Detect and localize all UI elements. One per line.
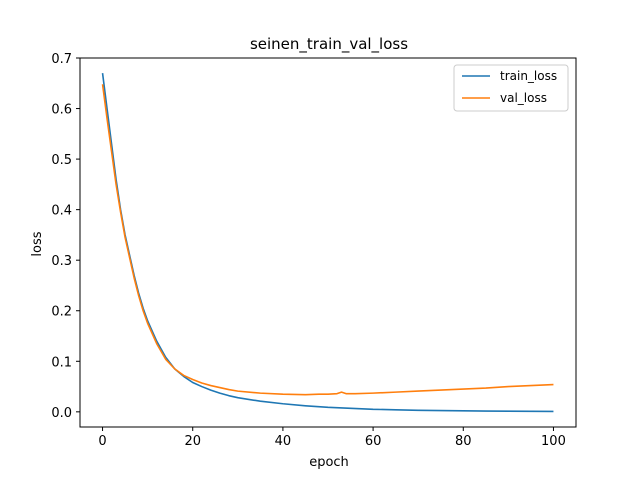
- y-tick-label: 0.0: [51, 406, 72, 421]
- x-tick-label: 20: [184, 434, 201, 449]
- series-line-val_loss: [101, 84, 554, 396]
- axes-frame: [79, 57, 577, 428]
- legend-label-train_loss: train_loss: [500, 69, 557, 83]
- x-tick-label: 60: [365, 434, 382, 449]
- x-tick-label: 80: [455, 434, 472, 449]
- y-tick-label: 0.4: [51, 204, 72, 219]
- x-tick-label: 100: [541, 434, 566, 449]
- y-axis-label: loss: [30, 231, 45, 256]
- y-tick-label: 0.2: [51, 305, 72, 320]
- y-tick-label: 0.7: [51, 52, 72, 67]
- y-tick-label: 0.1: [51, 355, 72, 370]
- x-axis-label: epoch: [309, 455, 349, 470]
- y-tick-label: 0.3: [51, 254, 72, 269]
- y-tick-label: 0.6: [51, 103, 72, 118]
- x-tick-label: 40: [275, 434, 292, 449]
- legend: train_loss val_loss: [453, 64, 569, 112]
- y-tick-label: 0.5: [51, 153, 72, 168]
- x-tick-label: 0: [98, 434, 106, 449]
- legend-label-val_loss: val_loss: [500, 91, 547, 105]
- chart-title: seinen_train_val_loss: [250, 35, 408, 54]
- plot-area: 0 20 40 60 80 100 0.0 0.1 0.2 0.3 0.4 0.5 0.6 0.7: [51, 52, 577, 449]
